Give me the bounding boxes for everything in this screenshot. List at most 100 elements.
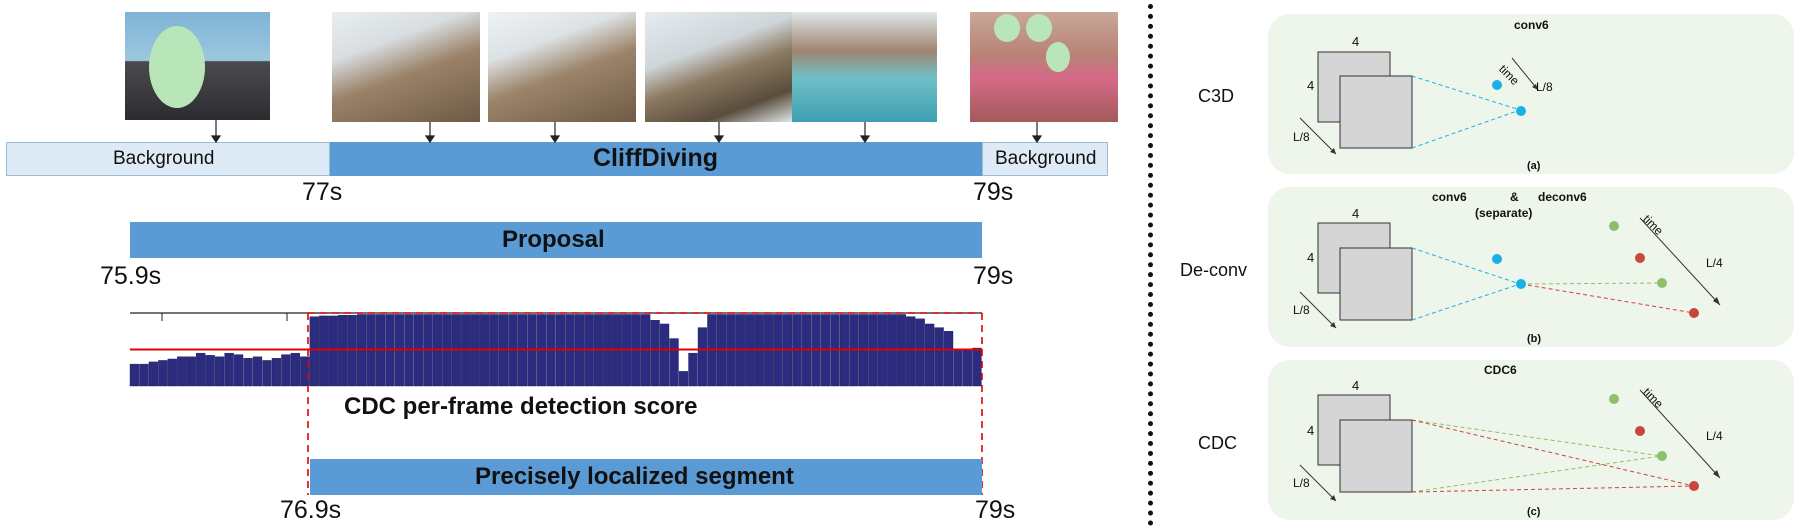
score-bar bbox=[659, 323, 670, 387]
score-bar bbox=[262, 360, 272, 387]
score-bar bbox=[167, 358, 177, 387]
cyan-dashed-link bbox=[1411, 247, 1521, 285]
proposal-label: Proposal bbox=[502, 226, 605, 253]
green-node bbox=[1609, 221, 1619, 231]
score-bar bbox=[224, 352, 234, 387]
face-blur-mask bbox=[1026, 14, 1052, 42]
face-blur-mask bbox=[994, 14, 1020, 42]
length-arrow-head bbox=[1330, 322, 1336, 328]
score-bar bbox=[177, 356, 187, 387]
length-arrow bbox=[1299, 117, 1337, 155]
score-bar bbox=[319, 315, 329, 387]
score-bar bbox=[328, 315, 338, 387]
green-node bbox=[1657, 451, 1667, 461]
proposal-start-time: 75.9s bbox=[100, 262, 162, 290]
action-end-time: 79s bbox=[973, 178, 1014, 206]
score-bar bbox=[186, 356, 196, 387]
length-arrow bbox=[1299, 464, 1337, 502]
panel-c-diagram bbox=[1299, 389, 1721, 502]
red-dashed-link bbox=[1520, 283, 1695, 314]
score-bar bbox=[281, 354, 291, 387]
score-bar bbox=[139, 363, 149, 387]
score-bar bbox=[158, 360, 168, 387]
face-blur-mask bbox=[1046, 42, 1070, 72]
score-bar bbox=[214, 356, 225, 387]
panel-a-size-top: 4 bbox=[1352, 34, 1360, 49]
cyan-dashed-link bbox=[1411, 109, 1521, 149]
score-bar bbox=[943, 331, 954, 387]
row-label-c3d: C3D bbox=[1198, 86, 1235, 106]
time-arrow bbox=[1511, 57, 1539, 91]
score-bar bbox=[252, 356, 263, 387]
row-label-deconv: De-conv bbox=[1180, 260, 1248, 280]
frame-thumbnail-1 bbox=[125, 12, 270, 120]
score-bar bbox=[271, 358, 282, 387]
proposal-end-time: 79s bbox=[973, 262, 1014, 290]
score-bar bbox=[338, 314, 348, 387]
panel-b-caption: (b) bbox=[1527, 333, 1542, 345]
panel-b-title-deconv: deconv6 bbox=[1538, 190, 1587, 204]
panel-a-diagram bbox=[1299, 51, 1539, 155]
face-blur-mask bbox=[149, 26, 205, 108]
panel-a-title: conv6 bbox=[1514, 18, 1549, 32]
score-bar bbox=[678, 371, 689, 387]
score-bar bbox=[688, 352, 698, 387]
cyan-node bbox=[1492, 80, 1502, 90]
red-node bbox=[1689, 481, 1699, 491]
length-arrow bbox=[1299, 291, 1337, 329]
segment-label: Precisely localized segment bbox=[475, 463, 794, 490]
background-right-label: Background bbox=[995, 148, 1097, 169]
cyan-dashed-link bbox=[1411, 75, 1521, 111]
cyan-node bbox=[1516, 279, 1526, 289]
time-arrow-head bbox=[1713, 470, 1720, 478]
score-bar bbox=[309, 316, 319, 387]
row-label-cdc: CDC bbox=[1198, 433, 1237, 453]
panel-b-title-amp: & bbox=[1510, 190, 1519, 204]
panel-b-size-left: 4 bbox=[1307, 250, 1315, 265]
time-arrow-head bbox=[1713, 297, 1720, 305]
panel-b-length: L/8 bbox=[1293, 303, 1310, 317]
score-bar bbox=[925, 323, 935, 387]
time-arrow bbox=[1639, 217, 1721, 306]
segment-start-time: 76.9s bbox=[280, 496, 342, 524]
cyan-node bbox=[1516, 106, 1526, 116]
panel-a-caption: (a) bbox=[1527, 160, 1541, 172]
score-bar bbox=[347, 314, 357, 387]
panel-a-time-length: L/8 bbox=[1536, 80, 1553, 94]
score-bar bbox=[915, 318, 925, 387]
panel-b-diagram bbox=[1299, 217, 1721, 329]
panel-b-title2: (separate) bbox=[1475, 206, 1533, 220]
frame-thumbnail-4 bbox=[645, 12, 793, 122]
red-dashed-link bbox=[1411, 485, 1695, 493]
panel-b-time-length: L/4 bbox=[1706, 256, 1723, 270]
score-label: CDC per-frame detection score bbox=[344, 393, 698, 420]
panel-a-length: L/8 bbox=[1293, 130, 1310, 144]
score-bar bbox=[906, 316, 916, 387]
action-start-time: 77s bbox=[302, 178, 343, 206]
score-bar bbox=[148, 361, 158, 387]
red-dashed-link bbox=[1411, 419, 1695, 487]
score-bar bbox=[934, 327, 944, 387]
feature-cube-front bbox=[1339, 247, 1413, 321]
cyan-node bbox=[1492, 254, 1502, 264]
panel-b-size-top: 4 bbox=[1352, 206, 1360, 221]
length-arrow-head bbox=[1330, 495, 1336, 501]
score-bar bbox=[233, 354, 244, 387]
feature-cube-front bbox=[1339, 75, 1413, 149]
score-bar bbox=[205, 355, 215, 387]
time-arrow bbox=[1639, 389, 1721, 479]
score-bar bbox=[290, 352, 300, 387]
frame-thumbnail-6 bbox=[970, 12, 1118, 122]
panel-c-length: L/8 bbox=[1293, 476, 1310, 490]
segment-bar bbox=[310, 459, 982, 495]
feature-cube-front bbox=[1339, 419, 1413, 493]
panel-c-size-top: 4 bbox=[1352, 378, 1360, 393]
score-bar bbox=[243, 358, 253, 387]
dotted-divider bbox=[1148, 4, 1153, 526]
panel-c-time-length: L/4 bbox=[1706, 429, 1723, 443]
panel-c-size-left: 4 bbox=[1307, 423, 1315, 438]
frame-thumbnail-5 bbox=[792, 12, 937, 122]
proposal-bar bbox=[130, 222, 982, 258]
frame-arrows bbox=[210, 120, 1043, 144]
